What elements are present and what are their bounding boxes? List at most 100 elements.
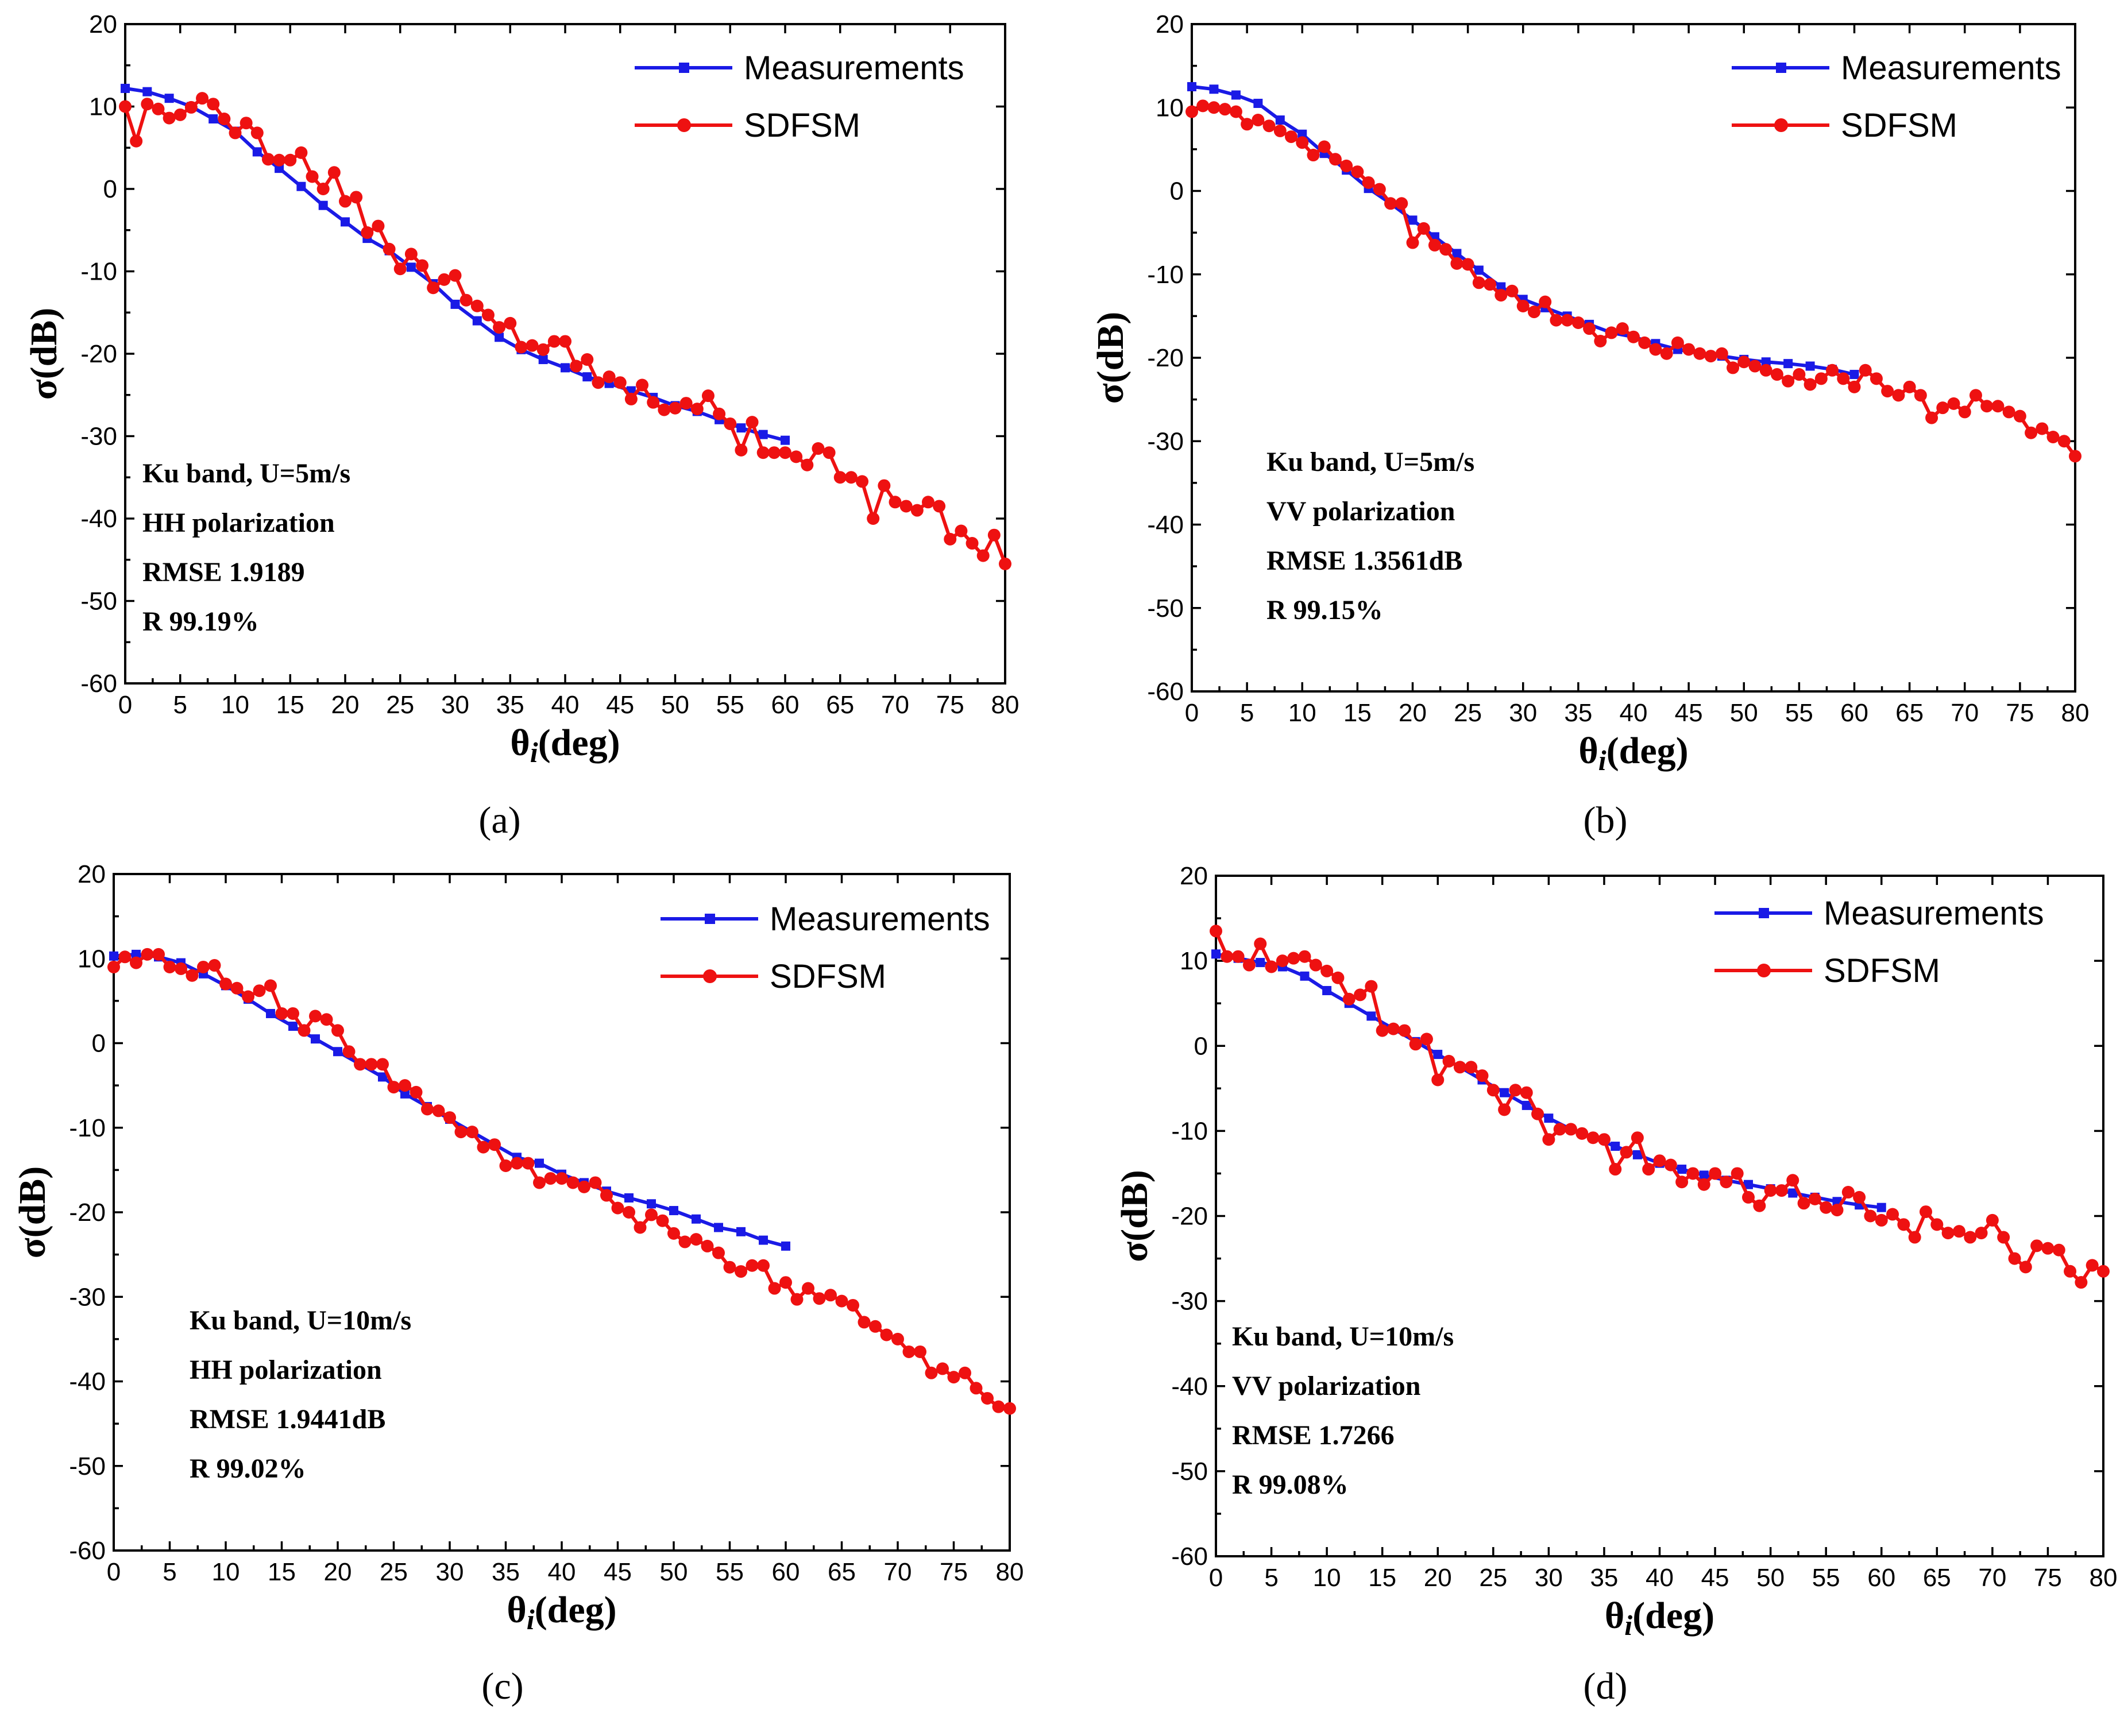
sdfsm-point [1265, 960, 1278, 973]
sdfsm-point [454, 1126, 468, 1139]
sdfsm-point [999, 557, 1011, 570]
measurements-point [624, 1193, 634, 1203]
sdfsm-point [1620, 1146, 1633, 1159]
x-tick-label: 20 [331, 691, 360, 719]
sdfsm-point [812, 442, 825, 455]
measurements-point [1211, 949, 1221, 959]
sdfsm-point [399, 1079, 411, 1092]
measurements-point [1500, 1088, 1509, 1097]
annotation-text: Ku band, U=10m/s [1232, 1321, 1454, 1352]
sdfsm-point [713, 407, 726, 420]
sdfsm-point [1704, 350, 1717, 363]
sdfsm-point [2097, 1265, 2110, 1278]
y-tick-label: 0 [103, 175, 117, 203]
x-tick-label: 60 [1867, 1564, 1895, 1592]
measurements-point [1187, 82, 1196, 91]
x-tick-label: 10 [221, 691, 249, 719]
sdfsm-point [634, 1221, 647, 1234]
sdfsm-point [902, 1345, 916, 1358]
sdfsm-point [1465, 1061, 1478, 1074]
sdfsm-point [966, 537, 979, 550]
y-tick-label: -20 [1171, 1203, 1208, 1231]
legend: Measurements SDFSM [661, 900, 990, 995]
sdfsm-point [1986, 1213, 1999, 1227]
sdfsm-point [1693, 347, 1706, 360]
sdfsm-point [197, 960, 210, 973]
annotation-text: R 99.02% [190, 1453, 306, 1484]
legend-label: Measurements [744, 49, 964, 87]
sdfsm-point [1565, 1123, 1577, 1136]
sdfsm-point [955, 524, 968, 538]
y-axis-label: σ(dB) [1114, 1170, 1156, 1262]
sdfsm-point [869, 1320, 882, 1333]
sdfsm-point [1660, 347, 1673, 360]
sdfsm-point [712, 1246, 725, 1259]
sdfsm-point [933, 500, 946, 513]
x-tick-label: 35 [1590, 1564, 1618, 1592]
sdfsm-point [856, 475, 869, 488]
sdfsm-point [1969, 389, 1982, 402]
annotation-text: R 99.19% [142, 606, 259, 637]
sdfsm-point [835, 1294, 848, 1308]
measurements-point [692, 1214, 701, 1224]
measurements-point [561, 363, 570, 373]
sdfsm-point [1527, 306, 1540, 319]
x-tick-label: 50 [660, 1558, 688, 1586]
x-tick-label: 20 [1399, 699, 1427, 727]
sdfsm-point [1952, 1225, 1965, 1238]
sdfsm-point [141, 948, 154, 961]
x-tick-label: 25 [380, 1558, 408, 1586]
sdfsm-point [1975, 1227, 1988, 1240]
x-tick-label: 20 [324, 1558, 352, 1586]
sdfsm-point [2046, 430, 2060, 443]
sdfsm-point [2019, 1261, 2032, 1274]
measurements-point [132, 949, 141, 959]
panel-label: (a) [478, 799, 520, 841]
sdfsm-point [354, 1058, 366, 1071]
y-tick-label: -50 [69, 1452, 106, 1480]
measurements-point [1677, 1165, 1687, 1174]
sdfsm-point [1331, 971, 1345, 984]
measurements-point [472, 316, 482, 326]
sdfsm-series [119, 92, 1011, 570]
sdfsm-point [1997, 1231, 2010, 1244]
sdfsm-point [735, 1265, 747, 1278]
measurements-point [1632, 1150, 1642, 1159]
sdfsm-point [925, 1366, 938, 1379]
measurements-point [1300, 971, 1310, 981]
sdfsm-point [1671, 336, 1684, 349]
sdfsm-point [449, 269, 462, 282]
sdfsm-point [2075, 1276, 2088, 1289]
sdfsm-point [1748, 359, 1762, 373]
sdfsm-point [959, 1366, 971, 1379]
sdfsm-point [1520, 1086, 1533, 1099]
sdfsm-point [880, 1328, 893, 1341]
sdfsm-point [1649, 343, 1662, 356]
sdfsm-point [566, 1176, 580, 1189]
sdfsm-point [1196, 99, 1210, 113]
sdfsm-point [219, 977, 232, 991]
sdfsm-point [1351, 165, 1364, 179]
x-tick-label: 75 [940, 1558, 968, 1586]
sdfsm-point [1461, 258, 1474, 271]
x-tick-label: 60 [772, 1558, 800, 1586]
y-tick-label: 0 [92, 1030, 106, 1058]
sdfsm-point [768, 1282, 781, 1295]
measurements-point [1761, 357, 1771, 367]
x-tick-label: 80 [2090, 1564, 2118, 1592]
sdfsm-point [477, 1140, 490, 1154]
sdfsm-point [735, 443, 748, 457]
legend-marker [1774, 118, 1788, 132]
sdfsm-point [1498, 1103, 1511, 1116]
sdfsm-point [1609, 1163, 1622, 1176]
sdfsm-series [1185, 99, 2081, 463]
sdfsm-point [1420, 1033, 1433, 1046]
measurements-point [406, 262, 416, 272]
sdfsm-point [1583, 322, 1596, 335]
x-tick-label: 40 [551, 691, 580, 719]
x-tick-label: 80 [2061, 699, 2090, 727]
sdfsm-point [701, 1239, 714, 1252]
y-tick-label: 10 [1180, 947, 1208, 975]
sdfsm-point [119, 100, 132, 113]
sdfsm-point [1387, 1022, 1400, 1035]
